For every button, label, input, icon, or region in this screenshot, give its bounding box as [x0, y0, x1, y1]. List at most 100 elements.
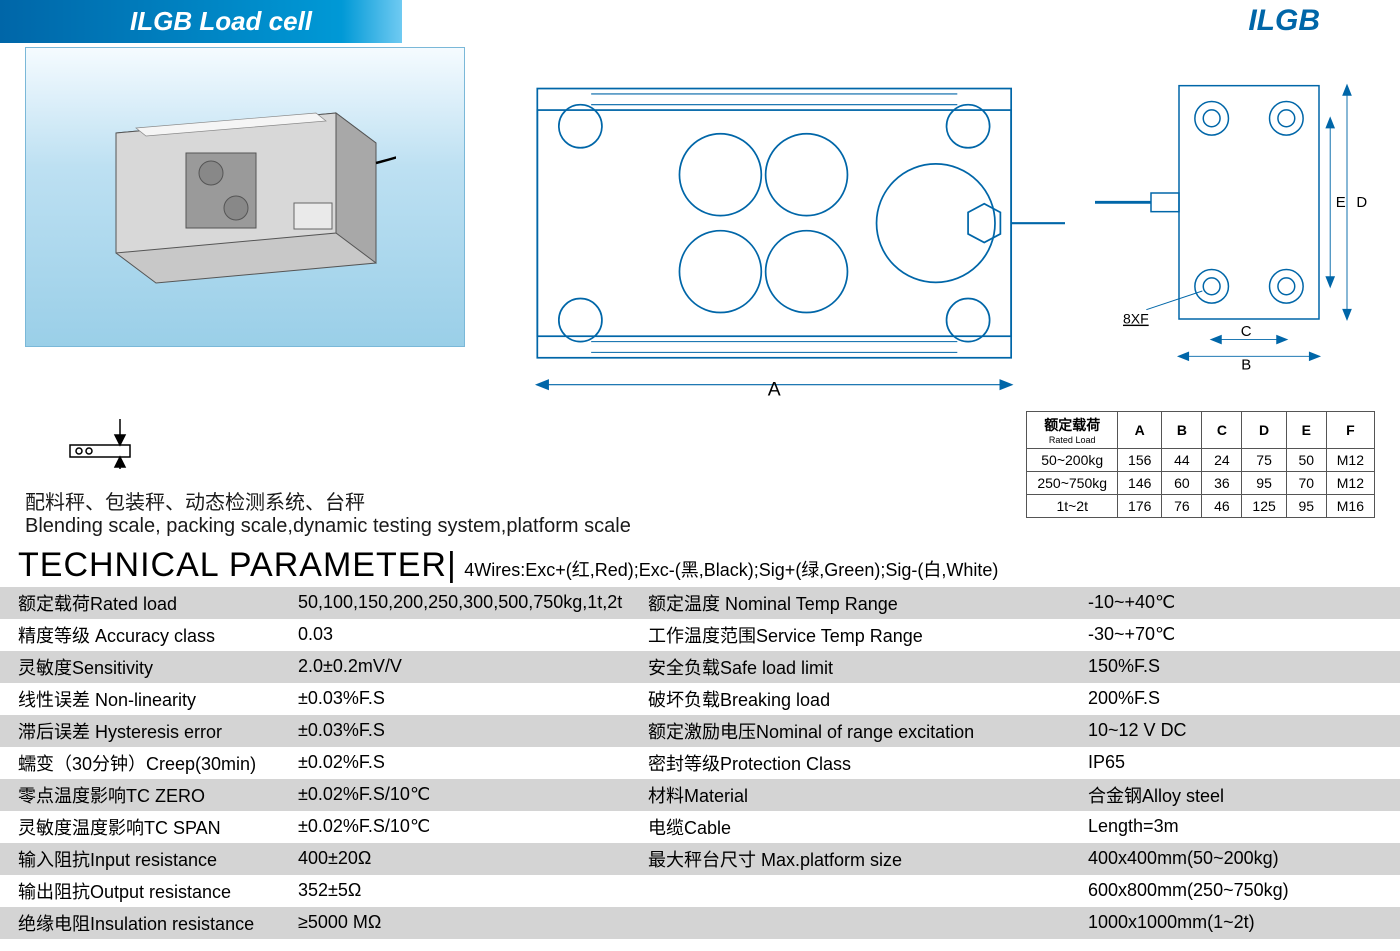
param-cell [630, 907, 1070, 939]
param-cell: 200%F.S [1070, 683, 1400, 715]
param-cell: 零点温度影响TC ZERO [0, 779, 280, 811]
table-row: 线性误差 Non-linearity±0.03%F.S破坏负载Breaking … [0, 683, 1400, 715]
table-row: 灵敏度Sensitivity2.0±0.2mV/V安全负载Safe load l… [0, 651, 1400, 683]
force-arrow-icon [65, 417, 996, 472]
dim-cell: 50~200kg [1027, 448, 1118, 471]
load-cell-render [76, 93, 396, 293]
dim-cell: 44 [1162, 448, 1202, 471]
param-cell: 额定温度 Nominal Temp Range [630, 587, 1070, 619]
mid-section: 配料秤、包装秤、动态检测系统、台秤 Blending scale, packin… [0, 401, 1400, 546]
dim-cell: 250~750kg [1027, 471, 1118, 494]
param-cell: 电缆Cable [630, 811, 1070, 843]
param-cell: 352±5Ω [280, 875, 630, 907]
header-row: ILGB Load cell ILGB [0, 0, 1400, 47]
dim-cell: 70 [1286, 471, 1326, 494]
param-cell: 线性误差 Non-linearity [0, 683, 280, 715]
drawing-top-view: A [505, 67, 1065, 401]
technical-drawings: A [505, 47, 1375, 401]
param-cell: ±0.03%F.S [280, 683, 630, 715]
param-cell: 2.0±0.2mV/V [280, 651, 630, 683]
param-cell: IP65 [1070, 747, 1400, 779]
dim-cell: 46 [1202, 494, 1242, 517]
param-cell: 额定激励电压Nominal of range excitation [630, 715, 1070, 747]
param-cell: 蠕变（30分钟）Creep(30min) [0, 747, 280, 779]
table-row: 绝缘电阻Insulation resistance≥5000 MΩ 1000x10… [0, 907, 1400, 939]
table-row: 输入阻抗Input resistance400±20Ω最大秤台尺寸 Max.pl… [0, 843, 1400, 875]
table-row: 输出阻抗Output resistance352±5Ω600x800mm(250… [0, 875, 1400, 907]
param-cell: 材料Material [630, 779, 1070, 811]
product-photo [25, 47, 465, 347]
dim-label-a: A [768, 378, 781, 400]
dim-cell: 1t~2t [1027, 494, 1118, 517]
param-cell: 10~12 V DC [1070, 715, 1400, 747]
dim-cell: 76 [1162, 494, 1202, 517]
param-cell: ≥5000 MΩ [280, 907, 630, 939]
dim-cell: M16 [1326, 494, 1374, 517]
dim-col: E [1286, 411, 1326, 448]
applications-cn: 配料秤、包装秤、动态检测系统、台秤 [25, 486, 996, 515]
param-cell: 灵敏度温度影响TC SPAN [0, 811, 280, 843]
dim-header-load: 额定载荷 Rated Load [1027, 411, 1118, 448]
param-cell: ±0.02%F.S [280, 747, 630, 779]
svg-text:C: C [1241, 323, 1252, 340]
dim-col: B [1162, 411, 1202, 448]
table-row: 额定载荷Rated load50,100,150,200,250,300,500… [0, 587, 1400, 619]
param-cell: 输入阻抗Input resistance [0, 843, 280, 875]
table-row: 1t~2t176764612595M16 [1027, 494, 1375, 517]
dim-col: C [1202, 411, 1242, 448]
wire-note: 4Wires:Exc+(红,Red);Exc-(黑,Black);Sig+(绿,… [464, 560, 998, 580]
param-cell: 绝缘电阻Insulation resistance [0, 907, 280, 939]
param-cell: 最大秤台尺寸 Max.platform size [630, 843, 1070, 875]
table-row: 250~750kg14660369570M12 [1027, 471, 1375, 494]
param-cell: Length=3m [1070, 811, 1400, 843]
table-row: 蠕变（30分钟）Creep(30min)±0.02%F.S密封等级Protect… [0, 747, 1400, 779]
table-row: 零点温度影响TC ZERO±0.02%F.S/10℃材料Material合金钢A… [0, 779, 1400, 811]
dim-cell: M12 [1326, 448, 1374, 471]
param-cell: 输出阻抗Output resistance [0, 875, 280, 907]
svg-text:B: B [1241, 356, 1251, 373]
param-cell: ±0.03%F.S [280, 715, 630, 747]
param-cell: ±0.02%F.S/10℃ [280, 779, 630, 811]
param-cell: 合金钢Alloy steel [1070, 779, 1400, 811]
param-cell: 0.03 [280, 619, 630, 651]
param-cell: 400±20Ω [280, 843, 630, 875]
dim-cell: 125 [1242, 494, 1286, 517]
dim-cell: 156 [1118, 448, 1162, 471]
svg-text:E: E [1336, 194, 1346, 211]
table-row: 50~200kg15644247550M12 [1027, 448, 1375, 471]
dim-col: D [1242, 411, 1286, 448]
applications-en: Blending scale, packing scale,dynamic te… [25, 515, 996, 538]
param-cell: 安全负载Safe load limit [630, 651, 1070, 683]
param-cell: -10~+40℃ [1070, 587, 1400, 619]
param-cell: 精度等级 Accuracy class [0, 619, 280, 651]
dim-cell: 36 [1202, 471, 1242, 494]
dim-col: A [1118, 411, 1162, 448]
param-cell: 破坏负载Breaking load [630, 683, 1070, 715]
dim-cell: 60 [1162, 471, 1202, 494]
drawing-side-view: D E B C 8XF [1095, 67, 1375, 375]
hole-note: 8XF [1123, 311, 1149, 327]
brand-label: ILGB [1248, 0, 1400, 38]
param-cell [630, 875, 1070, 907]
dim-cell: 146 [1118, 471, 1162, 494]
page-title: ILGB Load cell [0, 0, 402, 43]
dim-cell: 50 [1286, 448, 1326, 471]
param-cell: 150%F.S [1070, 651, 1400, 683]
param-cell: 灵敏度Sensitivity [0, 651, 280, 683]
dim-cell: 75 [1242, 448, 1286, 471]
param-cell: 1000x1000mm(1~2t) [1070, 907, 1400, 939]
dim-cell: 95 [1242, 471, 1286, 494]
param-cell: 工作温度范围Service Temp Range [630, 619, 1070, 651]
section-title: TECHNICAL PARAMETER [0, 542, 447, 586]
upper-section: A [0, 47, 1400, 401]
param-cell: ±0.02%F.S/10℃ [280, 811, 630, 843]
param-cell: 400x400mm(50~200kg) [1070, 843, 1400, 875]
table-row: 滞后误差 Hysteresis error±0.03%F.S额定激励电压Nomi… [0, 715, 1400, 747]
table-row: 精度等级 Accuracy class0.03工作温度范围Service Tem… [0, 619, 1400, 651]
svg-text:D: D [1356, 194, 1367, 211]
dim-cell: 95 [1286, 494, 1326, 517]
dimension-table: 额定载荷 Rated Load A B C D E F 50~200kg1564… [1026, 411, 1375, 518]
dim-cell: M12 [1326, 471, 1374, 494]
param-cell: 滞后误差 Hysteresis error [0, 715, 280, 747]
dim-cell: 24 [1202, 448, 1242, 471]
